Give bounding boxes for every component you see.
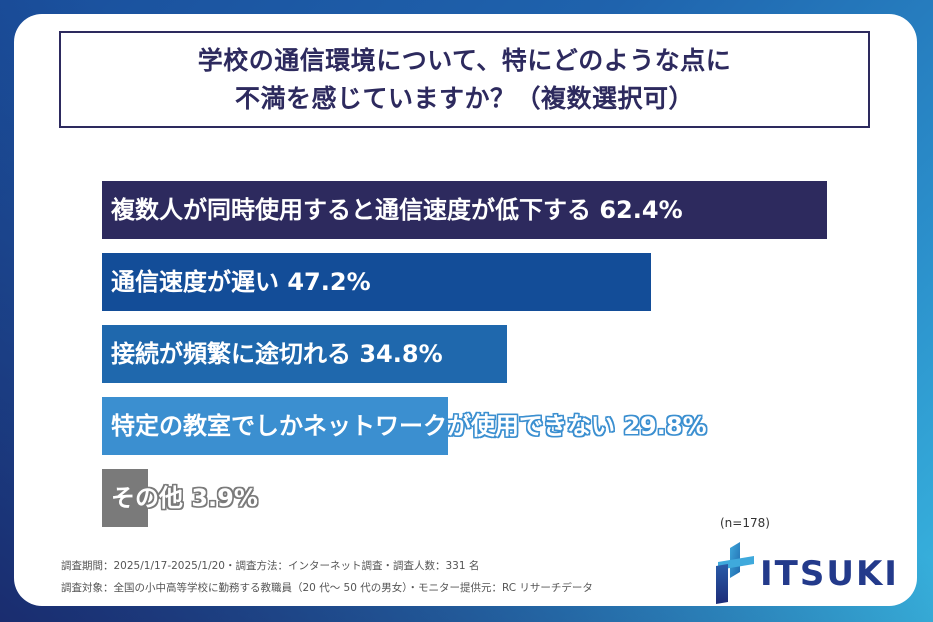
- bar-fill: [102, 253, 651, 311]
- survey-target-note: 調査対象：全国の小中高等学校に勤務する教職員（20 代～ 50 代の男女）・モニ…: [61, 582, 593, 594]
- chart-title-box: 学校の通信環境について、特にどのような点に 不満を感じていますか？（複数選択可）: [59, 31, 870, 128]
- logo-mark-icon: [716, 542, 754, 604]
- logo-text: ITSUKI: [760, 554, 899, 594]
- bar-label: 複数人が同時使用すると通信速度が低下する 62.4%: [111, 196, 683, 224]
- bar-fill: [102, 397, 448, 455]
- sample-size-label: (n=178): [720, 516, 770, 530]
- survey-period-note: 調査期間：2025/1/17-2025/1/20・調査方法：インターネット調査・…: [61, 560, 480, 572]
- bar-label: 通信速度が遅い 47.2%: [111, 268, 371, 296]
- chart-title-line-1: 学校の通信環境について、特にどのような点に: [197, 45, 732, 75]
- chart-panel: 学校の通信環境について、特にどのような点に 不満を感じていますか？（複数選択可）…: [14, 14, 917, 606]
- bar-fill: [102, 325, 507, 383]
- bar-fill: [102, 469, 148, 527]
- bar-label: その他 3.9%: [111, 484, 258, 512]
- itsuki-logo: ITSUKI: [702, 542, 897, 604]
- bar-label: 接続が頻繁に途切れる 34.8%: [111, 340, 443, 368]
- chart-title-line-2: 不満を感じていますか？（複数選択可）: [234, 83, 694, 113]
- bar-label: 特定の教室でしかネットワークが使用できない 29.8%: [111, 412, 707, 440]
- bar-fill: [102, 181, 827, 239]
